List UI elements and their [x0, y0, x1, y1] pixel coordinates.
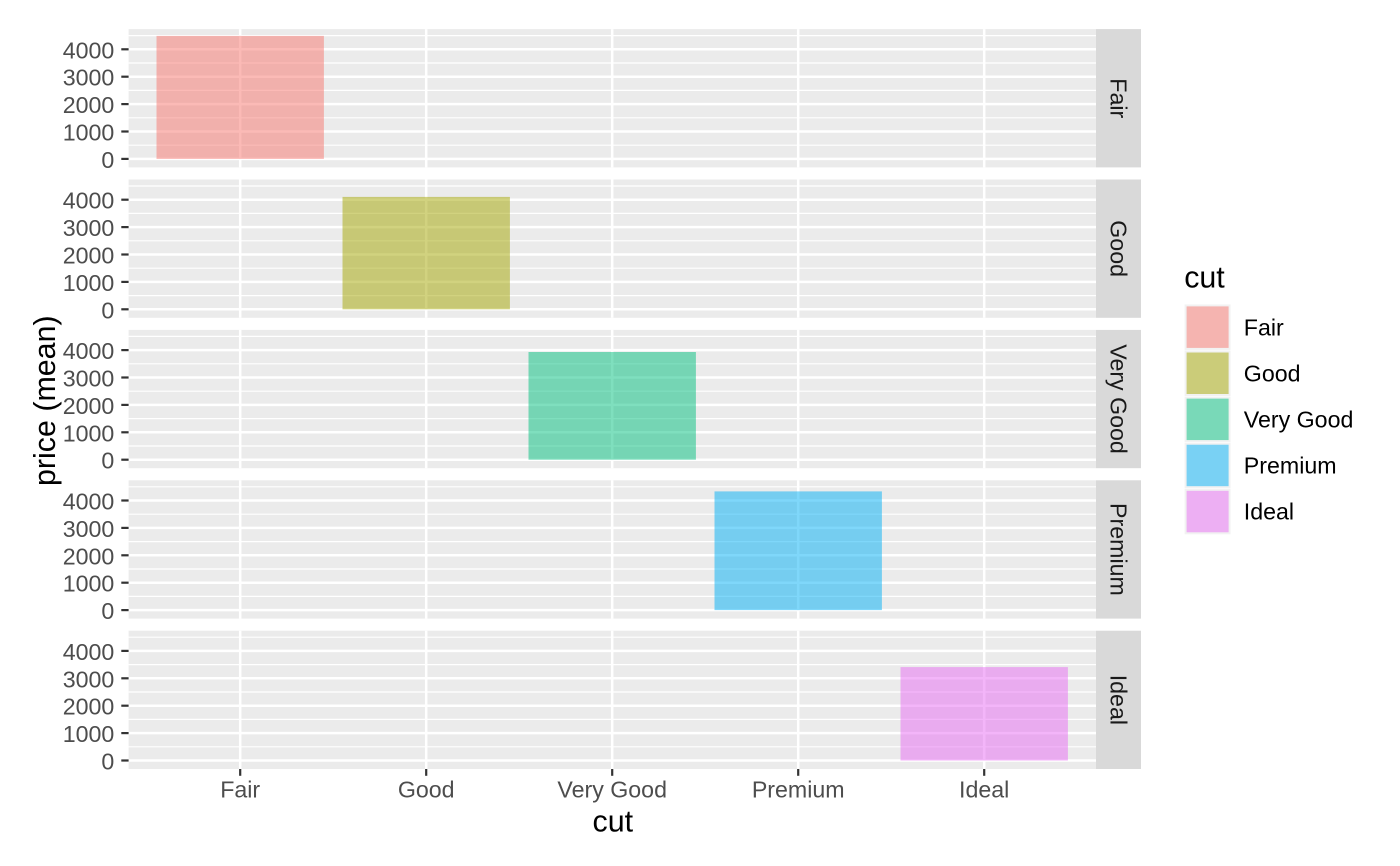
- svg-text:Very Good: Very Good: [1244, 407, 1354, 433]
- svg-text:Premium: Premium: [1105, 503, 1131, 596]
- svg-text:Good: Good: [398, 777, 455, 803]
- svg-text:price (mean): price (mean): [28, 315, 62, 486]
- svg-text:cut: cut: [1184, 261, 1225, 295]
- svg-text:Premium: Premium: [1244, 453, 1337, 479]
- svg-text:Fair: Fair: [1105, 78, 1131, 118]
- svg-text:Fair: Fair: [1244, 314, 1284, 340]
- svg-text:Fair: Fair: [220, 777, 260, 803]
- svg-text:Very Good: Very Good: [557, 777, 667, 803]
- svg-text:Ideal: Ideal: [1105, 675, 1131, 725]
- svg-text:Ideal: Ideal: [1244, 499, 1294, 525]
- svg-text:Very Good: Very Good: [1105, 344, 1131, 454]
- svg-text:cut: cut: [593, 805, 634, 839]
- svg-text:Premium: Premium: [752, 777, 845, 803]
- svg-text:Good: Good: [1105, 220, 1131, 277]
- svg-text:Good: Good: [1244, 360, 1301, 386]
- svg-text:Ideal: Ideal: [959, 777, 1009, 803]
